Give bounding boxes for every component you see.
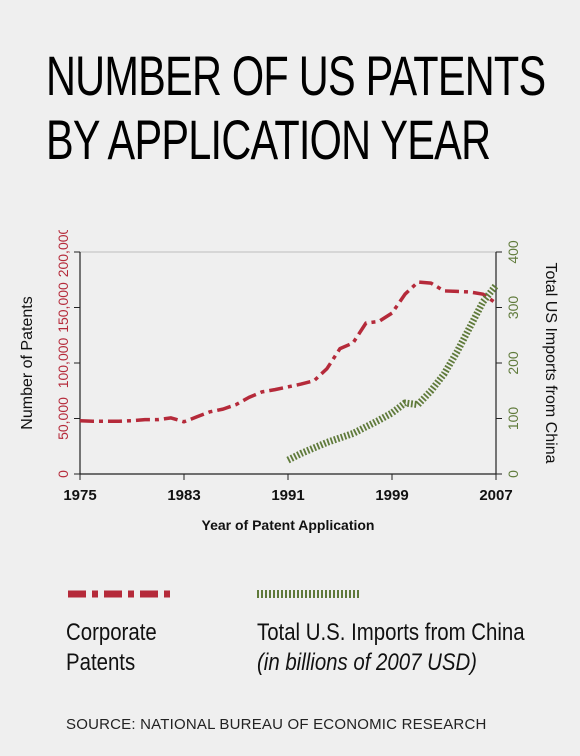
y-right-tick-label: 300 (505, 296, 521, 320)
x-axis-title: Year of Patent Application (202, 517, 375, 533)
legend-label-imports: Total U.S. Imports from China (in billio… (257, 618, 525, 678)
page-title: NUMBER OF US PATENTS BY APPLICATION YEAR (46, 44, 546, 172)
y-left-tick-label: 0 (55, 470, 71, 478)
chart-series (79, 280, 499, 464)
plot-frame (79, 251, 497, 475)
legend-swatches (68, 590, 361, 598)
y-left-tick-label: 150,000 (55, 282, 71, 333)
legend-label-patents: Corporate Patents (66, 618, 157, 678)
x-tick-label: 2007 (479, 487, 512, 504)
chart-axes (74, 251, 502, 480)
series-line-patents (79, 280, 497, 424)
chart-labels: 1975 1983 1991 1999 2007 0 50,000 100,000 150,00… (19, 230, 559, 533)
y-right-tick-label: 100 (505, 407, 521, 431)
y-left-axis-title: Number of Patents (19, 296, 36, 429)
patents-imports-chart: 1975 1983 1991 1999 2007 0 50,000 100,000 150,00… (19, 230, 559, 533)
y-right-tick-label: 200 (505, 351, 521, 375)
y-left-tick-label: 100,000 (55, 337, 71, 388)
y-right-tick-label: 400 (505, 240, 521, 264)
title-line-1: NUMBER OF US PATENTS (46, 44, 546, 107)
source-note: SOURCE: NATIONAL BUREAU OF ECONOMIC RESE… (66, 716, 487, 733)
x-tick-label: 1983 (167, 487, 200, 504)
x-tick-label: 1975 (63, 487, 96, 504)
legend-imports-line-1: Total U.S. Imports from China (257, 619, 525, 646)
y-left-tick-label: 200,000 (55, 230, 71, 277)
legend-imports-line-2: (in billions of 2007 USD) (257, 649, 477, 676)
legend-patents-line-2: Patents (66, 649, 136, 676)
x-tick-label: 1999 (375, 487, 408, 504)
x-tick-label: 1991 (271, 487, 304, 504)
y-right-axis-title: Total US Imports from China (542, 263, 559, 464)
y-right-tick-label: 0 (505, 470, 521, 478)
legend-patents-line-1: Corporate (66, 619, 157, 646)
series-line-imports (286, 283, 499, 464)
y-left-tick-label: 50,000 (55, 397, 71, 440)
title-line-2: BY APPLICATION YEAR (46, 108, 491, 171)
